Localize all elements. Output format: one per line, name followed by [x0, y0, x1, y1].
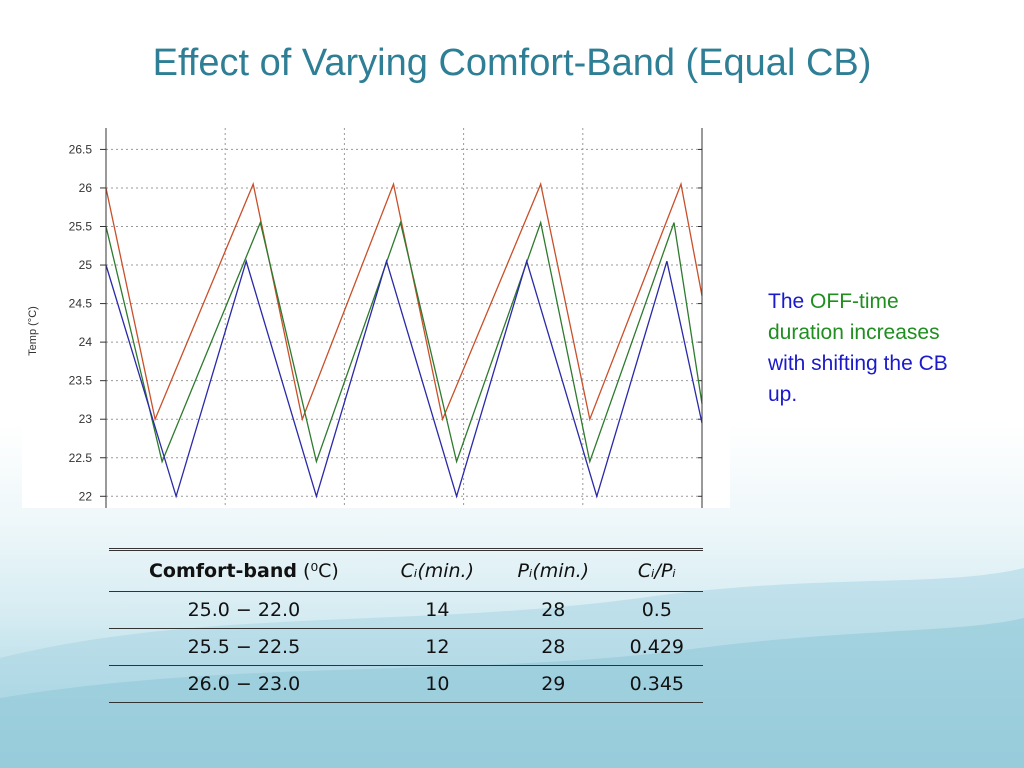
y-axis-label: Temp (°C) [27, 306, 39, 356]
cell-ci: 14 [425, 599, 450, 621]
cell-ratio: 0.5 [641, 599, 672, 621]
cell-pi: 28 [541, 599, 566, 621]
series-lines [105, 181, 703, 499]
series-line-2 [105, 258, 703, 499]
note-text-2: with shifting the CB up. [768, 352, 948, 406]
y-tick-label: 22 [79, 489, 93, 503]
y-tick-label: 26.5 [69, 142, 93, 156]
cell-pi: 28 [541, 636, 566, 658]
table-row: 26.0 − 23.0 10 29 0.345 [109, 665, 703, 703]
chart-svg: 26.5 26 25.5 25 24.5 24 23.5 23 22.5 22 Temp (°C) [27, 128, 703, 508]
cell-band: 26.0 − 23.0 [187, 673, 301, 695]
note-text-1: The [768, 290, 811, 313]
slide-title: Effect of Varying Comfort-Band (Equal CB… [152, 42, 872, 84]
y-tick-label: 23.5 [69, 374, 93, 388]
grid-lines [106, 128, 702, 508]
note-highlight: OFF-time duration increases [768, 290, 940, 344]
y-tick-label: 25.5 [69, 220, 93, 234]
cell-ci: 10 [425, 673, 450, 695]
y-tick-label: 24 [79, 335, 93, 349]
cell-band: 25.0 − 22.0 [187, 599, 301, 621]
table-row: 25.0 − 22.0 14 28 0.5 [109, 591, 703, 629]
table-header-row: Comfort-band (⁰C) Cᵢ(min.) Pᵢ(min.) Cᵢ/P… [109, 549, 703, 592]
y-tick-label: 25 [79, 258, 93, 272]
header-ci: Cᵢ(min.) [378, 549, 496, 592]
y-tick-labels: 26.5 26 25.5 25 24.5 24 23.5 23 22.5 22 [69, 142, 702, 503]
cell-ratio: 0.429 [629, 636, 685, 658]
y-tick-label: 26 [79, 181, 93, 195]
series-line-1 [105, 220, 703, 465]
y-tick-label: 24.5 [69, 297, 93, 311]
cell-ci: 12 [425, 636, 450, 658]
cell-ratio: 0.345 [629, 673, 685, 695]
header-comfort-band: Comfort-band (⁰C) [109, 549, 379, 592]
cell-band: 25.5 − 22.5 [187, 636, 301, 658]
series-line-0 [105, 181, 703, 422]
y-tick-label: 22.5 [69, 451, 93, 465]
y-tick-label: 23 [79, 412, 93, 426]
comfort-band-table: Comfort-band (⁰C) Cᵢ(min.) Pᵢ(min.) Cᵢ/P… [109, 548, 703, 703]
header-ratio: Cᵢ/Pᵢ [610, 549, 703, 592]
header-pi: Pᵢ(min.) [495, 549, 611, 592]
observation-note: The OFF-time duration increases with shi… [768, 286, 958, 410]
temperature-chart: 26.5 26 25.5 25 24.5 24 23.5 23 22.5 22 Temp (°C) [22, 126, 730, 508]
table-row: 25.5 − 22.5 12 28 0.429 [109, 628, 703, 666]
cell-pi: 29 [541, 673, 566, 695]
